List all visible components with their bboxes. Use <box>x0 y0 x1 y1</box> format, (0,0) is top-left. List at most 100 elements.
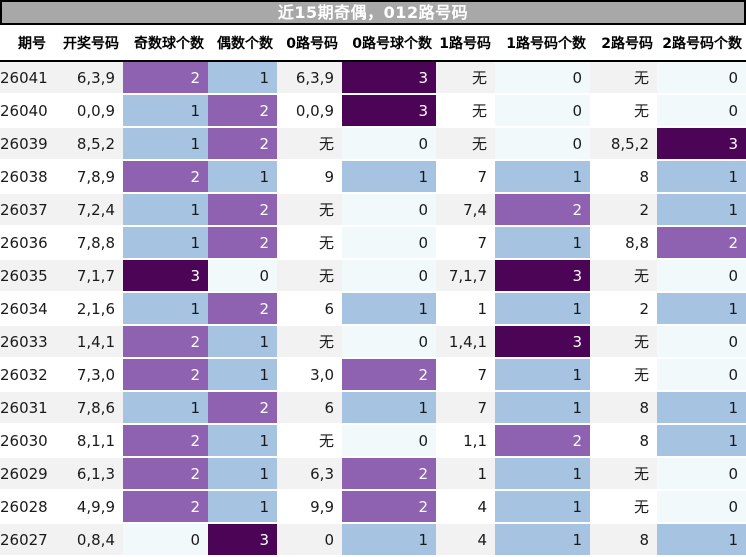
value-cell: 2 <box>590 293 657 326</box>
count-cell: 3 <box>495 260 590 293</box>
count-cell: 0 <box>495 95 590 128</box>
count-cell: 0 <box>342 326 436 359</box>
column-header-6: 1路号码 <box>436 25 495 62</box>
value-cell: 无 <box>590 95 657 128</box>
count-cell: 2 <box>123 491 208 524</box>
header-row: 期号 开奖号码 奇数球个数 偶数个数 0路号码 0路号球个数 1路号码 1路号码个数 2路号码 2… <box>0 25 746 62</box>
count-cell: 1 <box>495 161 590 194</box>
count-cell: 2 <box>495 425 590 458</box>
count-cell: 0 <box>208 260 277 293</box>
count-cell: 2 <box>208 128 277 161</box>
count-cell: 2 <box>657 227 746 260</box>
table-row: 26041 6,3,9 2 1 6,3,9 3 无 0 无 0 <box>0 62 746 95</box>
column-header-2: 奇数球个数 <box>123 25 208 62</box>
count-cell: 0 <box>342 260 436 293</box>
value-cell: 无 <box>277 425 342 458</box>
table-row: 26033 1,4,1 2 1 无 0 1,4,1 3 无 0 <box>0 326 746 359</box>
value-cell: 1 <box>436 458 495 491</box>
value-cell: 26030 <box>0 425 50 458</box>
lottery-stats-table: 期号 开奖号码 奇数球个数 偶数个数 0路号码 0路号球个数 1路号码 1路号码个数 2路号码 2… <box>0 25 746 557</box>
count-cell: 1 <box>208 425 277 458</box>
table-body: 26041 6,3,9 2 1 6,3,9 3 无 0 无 0 26040 0,0,9 1 2 0,0,9 3… <box>0 62 746 557</box>
count-cell: 2 <box>208 227 277 260</box>
value-cell: 6,1,3 <box>50 458 123 491</box>
count-cell: 1 <box>208 359 277 392</box>
value-cell: 26041 <box>0 62 50 95</box>
count-cell: 2 <box>123 326 208 359</box>
value-cell: 0,8,4 <box>50 524 123 557</box>
value-cell: 9,9 <box>277 491 342 524</box>
value-cell: 无 <box>590 458 657 491</box>
count-cell: 1 <box>657 293 746 326</box>
table-row: 26030 8,1,1 2 1 无 0 1,1 2 8 1 <box>0 425 746 458</box>
count-cell: 2 <box>123 359 208 392</box>
count-cell: 0 <box>342 425 436 458</box>
value-cell: 7,8,9 <box>50 161 123 194</box>
value-cell: 26027 <box>0 524 50 557</box>
value-cell: 26034 <box>0 293 50 326</box>
column-header-9: 2路号码个数 <box>657 25 746 62</box>
count-cell: 2 <box>342 359 436 392</box>
count-cell: 1 <box>123 392 208 425</box>
table-row: 26027 0,8,4 0 3 0 1 4 1 8 1 <box>0 524 746 557</box>
value-cell: 7,8,8 <box>50 227 123 260</box>
count-cell: 1 <box>208 161 277 194</box>
value-cell: 8 <box>590 161 657 194</box>
table-row: 26031 7,8,6 1 2 6 1 7 1 8 1 <box>0 392 746 425</box>
count-cell: 0 <box>495 128 590 161</box>
count-cell: 1 <box>657 425 746 458</box>
count-cell: 0 <box>657 260 746 293</box>
value-cell: 8 <box>590 524 657 557</box>
value-cell: 26036 <box>0 227 50 260</box>
value-cell: 无 <box>590 326 657 359</box>
value-cell: 无 <box>436 128 495 161</box>
value-cell: 26032 <box>0 359 50 392</box>
value-cell: 0,0,9 <box>277 95 342 128</box>
value-cell: 无 <box>277 194 342 227</box>
count-cell: 2 <box>342 491 436 524</box>
value-cell: 无 <box>277 128 342 161</box>
value-cell: 7,1,7 <box>436 260 495 293</box>
value-cell: 2 <box>590 194 657 227</box>
count-cell: 1 <box>123 95 208 128</box>
value-cell: 26031 <box>0 392 50 425</box>
value-cell: 7,4 <box>436 194 495 227</box>
count-cell: 0 <box>657 62 746 95</box>
table-row: 26036 7,8,8 1 2 无 0 7 1 8,8 2 <box>0 227 746 260</box>
count-cell: 1 <box>657 392 746 425</box>
column-header-0: 期号 <box>0 25 50 62</box>
count-cell: 0 <box>657 95 746 128</box>
count-cell: 3 <box>495 326 590 359</box>
value-cell: 1,4,1 <box>436 326 495 359</box>
value-cell: 1 <box>436 293 495 326</box>
value-cell: 7 <box>436 161 495 194</box>
value-cell: 7 <box>436 392 495 425</box>
table-row: 26029 6,1,3 2 1 6,3 2 1 1 无 0 <box>0 458 746 491</box>
count-cell: 1 <box>657 161 746 194</box>
table-row: 26037 7,2,4 1 2 无 0 7,4 2 2 1 <box>0 194 746 227</box>
value-cell: 0,0,9 <box>50 95 123 128</box>
value-cell: 4 <box>436 524 495 557</box>
count-cell: 2 <box>123 161 208 194</box>
column-header-8: 2路号码 <box>590 25 657 62</box>
count-cell: 0 <box>657 491 746 524</box>
value-cell: 8 <box>590 425 657 458</box>
table-row: 26040 0,0,9 1 2 0,0,9 3 无 0 无 0 <box>0 95 746 128</box>
count-cell: 0 <box>342 128 436 161</box>
value-cell: 6,3,9 <box>277 62 342 95</box>
count-cell: 2 <box>208 293 277 326</box>
count-cell: 1 <box>123 128 208 161</box>
value-cell: 无 <box>436 95 495 128</box>
value-cell: 26038 <box>0 161 50 194</box>
value-cell: 无 <box>277 227 342 260</box>
value-cell: 7,3,0 <box>50 359 123 392</box>
count-cell: 3 <box>208 524 277 557</box>
column-header-3: 偶数个数 <box>208 25 277 62</box>
count-cell: 2 <box>495 194 590 227</box>
column-header-4: 0路号码 <box>277 25 342 62</box>
column-header-5: 0路号球个数 <box>342 25 436 62</box>
count-cell: 3 <box>342 62 436 95</box>
value-cell: 26029 <box>0 458 50 491</box>
count-cell: 1 <box>208 458 277 491</box>
